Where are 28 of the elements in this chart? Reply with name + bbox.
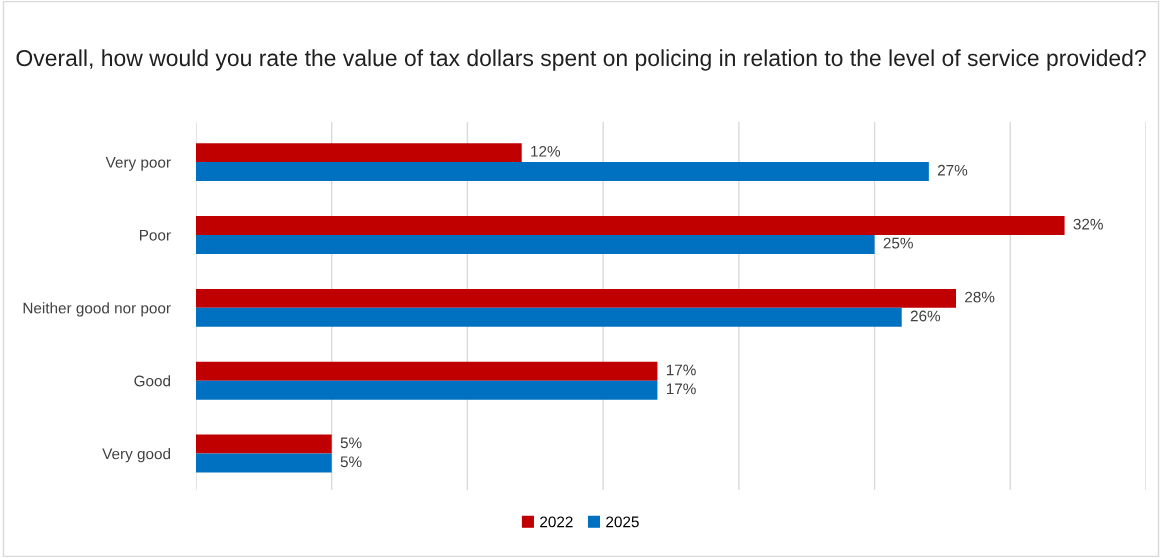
legend-label: 2022 bbox=[540, 516, 573, 528]
bar bbox=[196, 307, 902, 327]
data-label: 27% bbox=[937, 164, 968, 176]
data-label: 12% bbox=[531, 145, 561, 157]
y-tick-label: Very poor bbox=[105, 157, 171, 171]
bar bbox=[196, 288, 956, 308]
chart-title: Overall, how would you rate the value of tax dollars spent on policing in relation to the level of service provided? bbox=[16, 49, 1146, 71]
y-tick-label: Very good bbox=[102, 448, 171, 463]
bar bbox=[196, 361, 658, 381]
bar bbox=[196, 162, 929, 182]
data-label: 25% bbox=[883, 237, 913, 249]
bar bbox=[196, 380, 658, 400]
data-label: 26% bbox=[910, 310, 941, 322]
y-tick-label: Good bbox=[134, 375, 171, 387]
y-tick-label: Poor bbox=[139, 229, 171, 241]
y-tick-label: Neither good nor poor bbox=[23, 302, 171, 317]
legend-label: 2025 bbox=[606, 516, 639, 528]
data-label: 5% bbox=[340, 456, 362, 468]
data-label: 5% bbox=[340, 437, 362, 449]
data-label: 17% bbox=[666, 383, 696, 395]
data-label: 28% bbox=[965, 291, 995, 303]
bar bbox=[196, 216, 1065, 235]
bar bbox=[196, 234, 875, 254]
bar bbox=[196, 143, 522, 163]
bar bbox=[196, 453, 332, 473]
data-label: 17% bbox=[666, 364, 696, 376]
data-label: 32% bbox=[1073, 218, 1103, 230]
bar bbox=[196, 434, 332, 454]
